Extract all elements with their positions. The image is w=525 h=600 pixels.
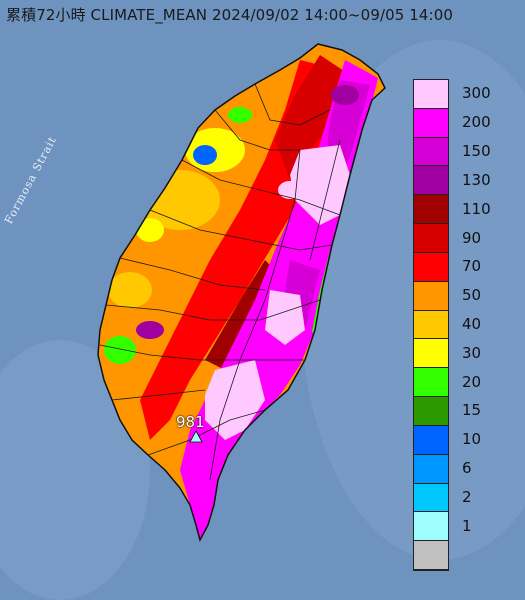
legend-swatch xyxy=(414,512,448,542)
legend-label: 90 xyxy=(462,228,482,247)
legend-swatch xyxy=(414,281,448,311)
map-title: 累積72小時 CLIMATE_MEAN 2024/09/02 14:00~09/… xyxy=(6,6,453,24)
sea-texture xyxy=(0,340,150,600)
legend-swatch xyxy=(414,195,448,225)
legend-label: 50 xyxy=(462,286,482,305)
legend-swatch xyxy=(414,137,448,167)
legend-label: 110 xyxy=(462,199,491,218)
legend-swatch xyxy=(414,80,448,109)
legend-swatch xyxy=(414,454,448,484)
legend-label: 130 xyxy=(462,170,491,189)
legend-swatch xyxy=(414,425,448,455)
sea-texture xyxy=(300,40,525,560)
legend-label: 10 xyxy=(462,430,482,449)
legend-label: 40 xyxy=(462,315,482,333)
legend-label: 15 xyxy=(462,401,482,420)
legend-label: 300 xyxy=(462,84,491,103)
legend-label: 20 xyxy=(462,372,482,391)
island-coastline xyxy=(97,43,386,543)
legend-swatch xyxy=(414,252,448,282)
legend-swatch xyxy=(414,368,448,398)
legend-label: 2 xyxy=(462,487,472,506)
legend-swatch xyxy=(414,397,448,426)
legend-label: 6 xyxy=(462,459,472,478)
legend-swatch xyxy=(414,541,448,570)
legend-swatch xyxy=(414,310,448,340)
legend-label: 70 xyxy=(462,257,482,276)
color-legend xyxy=(413,79,449,571)
legend-swatch xyxy=(414,108,448,138)
legend-swatch xyxy=(414,166,448,196)
station-label: 981 xyxy=(176,413,205,431)
legend-label: 30 xyxy=(462,343,482,362)
legend-label: 200 xyxy=(462,113,491,132)
legend-label: 1 xyxy=(462,516,472,535)
county-boundaries xyxy=(99,83,341,481)
legend-swatch xyxy=(414,483,448,513)
legend-label: 150 xyxy=(462,142,491,161)
legend-swatch xyxy=(414,224,448,253)
station-marker xyxy=(189,430,203,443)
legend-swatch xyxy=(414,339,448,369)
